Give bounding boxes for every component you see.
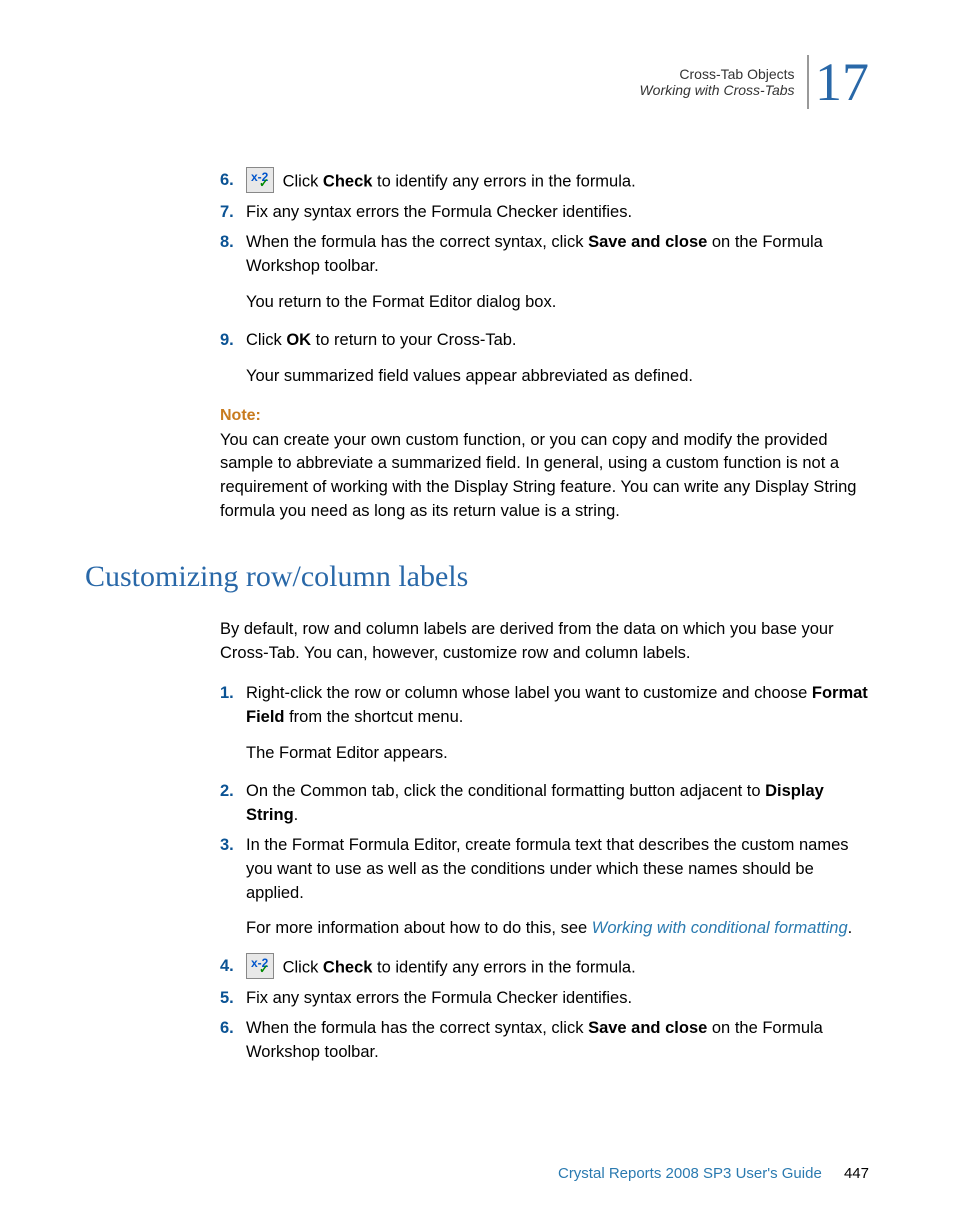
content-area: 6. x-2 ✓ Click Check to identify any err… — [220, 169, 869, 1065]
chapter-number: 17 — [807, 55, 869, 109]
continued-steps-list: 6. x-2 ✓ Click Check to identify any err… — [220, 169, 869, 279]
check-icon-v: ✓ — [259, 175, 269, 192]
footer-title: Crystal Reports 2008 SP3 User's Guide — [558, 1165, 822, 1182]
step-number: 6. — [220, 169, 246, 195]
result-paragraph: Your summarized field values appear abbr… — [246, 365, 869, 389]
page-footer: Crystal Reports 2008 SP3 User's Guide 44… — [558, 1165, 869, 1182]
step-body: In the Format Formula Editor, create for… — [246, 834, 869, 906]
step-text-pre: Click — [246, 331, 286, 349]
step-body: x-2 ✓ Click Check to identify any errors… — [246, 169, 869, 195]
step-number: 8. — [220, 231, 246, 279]
page: Cross-Tab Objects Working with Cross-Tab… — [0, 0, 954, 1227]
step-text-pre: Click — [278, 172, 323, 190]
step-text-bold: Save and close — [588, 233, 707, 251]
step-text-post: to identify any errors in the formula. — [372, 959, 635, 977]
step-text-bold: Check — [323, 172, 373, 190]
header-text-block: Cross-Tab Objects Working with Cross-Tab… — [639, 66, 794, 98]
step-number: 5. — [220, 987, 246, 1011]
step-5: 5. Fix any syntax errors the Formula Che… — [220, 987, 869, 1011]
section-name: Working with Cross-Tabs — [639, 82, 794, 98]
info-paragraph: For more information about how to do thi… — [246, 917, 869, 941]
step-text-post: to identify any errors in the formula. — [372, 172, 635, 190]
step-body: Click OK to return to your Cross-Tab. — [246, 329, 869, 353]
step-number: 1. — [220, 682, 246, 730]
footer-page-number: 447 — [844, 1165, 869, 1182]
step-6b: 6. When the formula has the correct synt… — [220, 1017, 869, 1065]
step-body: x-2 ✓ Click Check to identify any errors… — [246, 955, 869, 981]
steps-list-cont: 2. On the Common tab, click the conditio… — [220, 780, 869, 906]
step-number: 4. — [220, 955, 246, 981]
step-number: 6. — [220, 1017, 246, 1065]
step-text-post: . — [294, 806, 299, 824]
step-number: 9. — [220, 329, 246, 353]
step-text-pre: Click — [278, 959, 323, 977]
step-7: 7. Fix any syntax errors the Formula Che… — [220, 201, 869, 225]
result-paragraph: The Format Editor appears. — [246, 742, 869, 766]
step-text-post: to return to your Cross-Tab. — [311, 331, 516, 349]
step-2: 2. On the Common tab, click the conditio… — [220, 780, 869, 828]
chapter-name: Cross-Tab Objects — [639, 66, 794, 82]
continued-steps-list-2: 9. Click OK to return to your Cross-Tab. — [220, 329, 869, 353]
step-text-pre: On the Common tab, click the conditional… — [246, 782, 765, 800]
step-body: Right-click the row or column whose labe… — [246, 682, 869, 730]
steps-list-cont2: 4. x-2 ✓ Click Check to identify any err… — [220, 955, 869, 1065]
step-6: 6. x-2 ✓ Click Check to identify any err… — [220, 169, 869, 195]
step-body: Fix any syntax errors the Formula Checke… — [246, 987, 869, 1011]
working-with-conditional-formatting-link[interactable]: Working with conditional formatting — [592, 919, 848, 937]
note-body: You can create your own custom function,… — [220, 429, 869, 525]
steps-list: 1. Right-click the row or column whose l… — [220, 682, 869, 730]
step-text-pre: When the formula has the correct syntax,… — [246, 1019, 588, 1037]
step-body: When the formula has the correct syntax,… — [246, 1017, 869, 1065]
intro-paragraph: By default, row and column labels are de… — [220, 618, 869, 666]
step-text-post: from the shortcut menu. — [285, 708, 464, 726]
step-number: 2. — [220, 780, 246, 828]
note-label: Note: — [220, 407, 869, 425]
step-3: 3. In the Format Formula Editor, create … — [220, 834, 869, 906]
step-text-bold: Check — [323, 959, 373, 977]
step-body: Fix any syntax errors the Formula Checke… — [246, 201, 869, 225]
step-text-bold: OK — [286, 331, 311, 349]
step-4: 4. x-2 ✓ Click Check to identify any err… — [220, 955, 869, 981]
step-body: When the formula has the correct syntax,… — [246, 231, 869, 279]
section-heading: Customizing row/column labels — [85, 560, 869, 594]
step-number: 7. — [220, 201, 246, 225]
check-formula-icon: x-2 ✓ — [246, 167, 274, 193]
check-icon-v: ✓ — [259, 961, 269, 978]
step-9: 9. Click OK to return to your Cross-Tab. — [220, 329, 869, 353]
step-1: 1. Right-click the row or column whose l… — [220, 682, 869, 730]
step-text-pre: Right-click the row or column whose labe… — [246, 684, 812, 702]
step-8: 8. When the formula has the correct synt… — [220, 231, 869, 279]
page-header: Cross-Tab Objects Working with Cross-Tab… — [85, 55, 869, 109]
step-number: 3. — [220, 834, 246, 906]
step-text-pre: When the formula has the correct syntax,… — [246, 233, 588, 251]
step-body: On the Common tab, click the conditional… — [246, 780, 869, 828]
info-post: . — [848, 919, 853, 937]
result-paragraph: You return to the Format Editor dialog b… — [246, 291, 869, 315]
step-text-bold: Save and close — [588, 1019, 707, 1037]
info-pre: For more information about how to do thi… — [246, 919, 592, 937]
check-formula-icon: x-2 ✓ — [246, 953, 274, 979]
